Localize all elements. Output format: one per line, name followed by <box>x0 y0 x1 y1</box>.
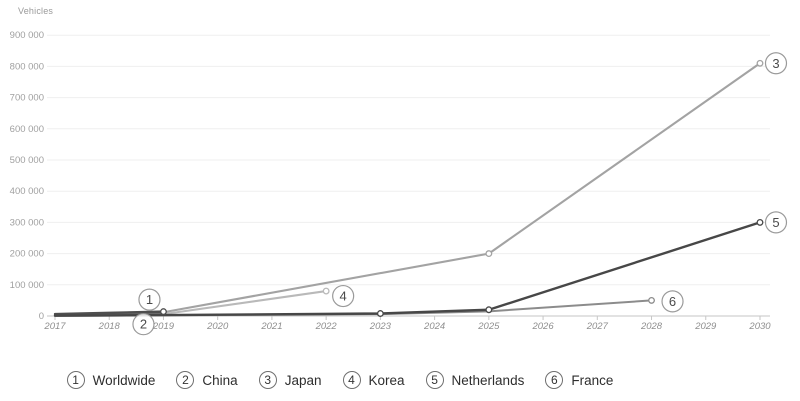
legend-label-netherlands: Netherlands <box>451 372 525 388</box>
y-tick-label: 800 000 <box>10 61 44 72</box>
y-tick-label: 600 000 <box>10 124 44 135</box>
x-axis <box>47 315 770 320</box>
legend-item-netherlands[interactable]: 5 Netherlands <box>425 371 525 389</box>
data-point-netherlands-2025 <box>485 306 493 314</box>
y-tick-label: 0 <box>39 311 44 322</box>
legend-item-korea[interactable]: 4 Korea <box>342 371 405 389</box>
x-tick-label: 2018 <box>98 321 121 332</box>
legend-label-worldwide: Worldwide <box>92 372 156 388</box>
annotation-circle-2: 2 <box>132 313 155 336</box>
legend-number-6-icon: 6 <box>545 371 564 389</box>
svg-text:3: 3 <box>772 56 779 71</box>
legend-item-china[interactable]: 2 China <box>176 371 238 389</box>
annotation-circle-6: 6 <box>661 290 684 313</box>
grid-lines <box>47 34 770 286</box>
data-point-korea-2022 <box>322 287 330 295</box>
legend-number-3-icon: 3 <box>258 371 277 389</box>
annotation-circle-5: 5 <box>764 211 788 234</box>
x-tick-label: 2017 <box>43 321 66 332</box>
chart-legend: 1 Worldwide 2 China 3 Japan 4 Korea 5 Ne… <box>0 365 740 395</box>
legend-label-france: France <box>571 372 614 388</box>
y-tick-label: 900 000 <box>10 30 44 41</box>
y-tick-label: 300 000 <box>10 217 44 228</box>
x-tick-label: 2023 <box>369 321 392 332</box>
svg-text:5: 5 <box>772 215 779 230</box>
legend-item-france[interactable]: 6 France <box>545 371 613 389</box>
data-point-netherlands-2030 <box>756 218 764 226</box>
x-tick-label: 2025 <box>477 321 500 332</box>
y-tick-label: 700 000 <box>10 93 44 104</box>
x-tick-label: 2022 <box>315 321 338 332</box>
annotation-circle-4: 4 <box>332 284 355 308</box>
chart-plot-area: 0 100 000 200 000 300 000 400 000 500 000 600 … <box>10 30 788 336</box>
y-tick-label: 500 000 <box>10 155 44 166</box>
x-tick-label: 2019 <box>152 321 175 332</box>
svg-text:1: 1 <box>146 292 153 307</box>
y-tick-label: 400 000 <box>10 186 44 197</box>
annotation-circle-3: 3 <box>764 52 788 75</box>
data-point-markers <box>160 59 764 317</box>
legend-number-4-icon: 4 <box>342 371 361 389</box>
chart-annotations: 1 2 3 4 5 6 <box>132 52 788 336</box>
legend-number-2-icon: 2 <box>176 371 195 389</box>
annotation-circle-1: 1 <box>138 288 161 311</box>
data-point-netherlands-2023 <box>376 310 384 317</box>
y-axis-title: Vehicles <box>18 6 54 16</box>
x-tick-label: 2028 <box>640 321 663 332</box>
data-point-japan-2030 <box>756 59 764 67</box>
legend-label-korea: Korea <box>368 372 405 388</box>
y-tick-label: 100 000 <box>10 280 44 291</box>
x-tick-label: 2024 <box>423 321 445 332</box>
y-axis-labels: 0 100 000 200 000 300 000 400 000 500 000 600 … <box>10 30 44 322</box>
svg-text:4: 4 <box>340 289 347 304</box>
series-line-worldwide <box>53 310 165 316</box>
x-tick-label: 2029 <box>694 321 717 332</box>
x-tick-label: 2030 <box>748 321 771 332</box>
series-line-korea <box>162 289 328 316</box>
legend-item-worldwide[interactable]: 1 Worldwide <box>66 371 156 389</box>
data-point-france-2028 <box>648 296 655 304</box>
x-axis-labels: 2017 2018 2019 2020 2021 2022 2023 2024 2025 2026… <box>43 321 771 332</box>
legend-item-japan[interactable]: 3 Japan <box>258 371 322 389</box>
legend-label-china: China <box>202 372 238 388</box>
x-tick-label: 2027 <box>586 321 609 332</box>
x-tick-label: 2021 <box>260 321 282 332</box>
data-point-worldwide-2019 <box>160 308 167 316</box>
legend-number-1-icon: 1 <box>66 371 85 389</box>
data-point-japan-2025 <box>485 250 493 258</box>
svg-text:6: 6 <box>669 294 676 309</box>
legend-number-5-icon: 5 <box>425 371 444 389</box>
svg-text:2: 2 <box>140 317 147 332</box>
series-line-japan <box>162 62 762 314</box>
x-tick-label: 2020 <box>206 321 229 332</box>
y-tick-label: 200 000 <box>10 249 44 260</box>
series-lines <box>53 62 762 317</box>
legend-label-japan: Japan <box>284 372 322 388</box>
x-tick-label: 2026 <box>531 321 554 332</box>
